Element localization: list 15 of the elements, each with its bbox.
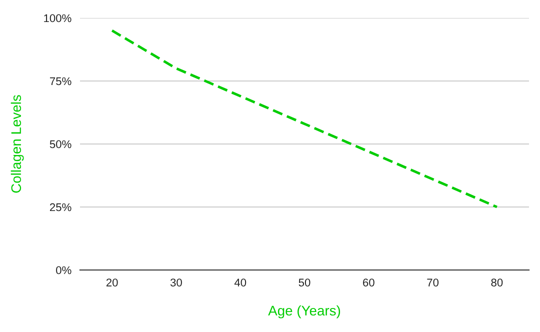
x-tick-label: 50 bbox=[298, 278, 310, 286]
y-tick-label: 75% bbox=[50, 77, 72, 86]
y-tick-label: 50% bbox=[50, 140, 72, 148]
x-axis-title: Age (Years) bbox=[268, 305, 340, 318]
x-tick-label: 70 bbox=[427, 278, 439, 286]
x-tick-label: 40 bbox=[234, 278, 246, 286]
x-tick-label: 30 bbox=[170, 278, 182, 286]
y-axis-title: Collagen Levels bbox=[10, 95, 24, 193]
x-tick-label: 80 bbox=[491, 278, 503, 286]
x-tick-label: 20 bbox=[106, 278, 118, 286]
y-tick-label: 0% bbox=[56, 266, 72, 274]
line-series bbox=[110, 29, 498, 208]
y-tick-label: 25% bbox=[50, 203, 72, 212]
x-tick-label: 60 bbox=[363, 278, 374, 286]
y-tick-label: 100% bbox=[44, 14, 72, 22]
